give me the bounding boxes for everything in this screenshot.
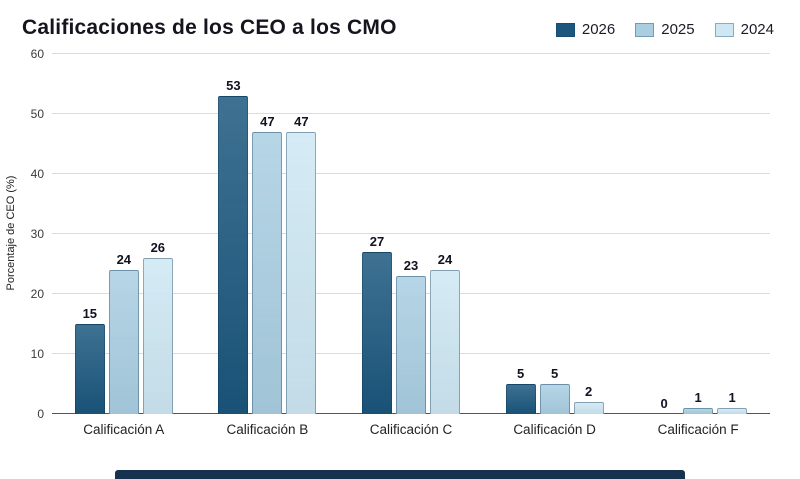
bar-wrap: 0 — [649, 396, 679, 414]
bar-2026 — [218, 96, 249, 414]
value-label: 15 — [82, 306, 98, 321]
bar-wrap: 23 — [395, 258, 426, 414]
legend-label: 2025 — [661, 21, 695, 38]
bar-2025 — [539, 384, 570, 414]
bar-wrap: 1 — [683, 390, 714, 414]
legend-item-2024: 2024 — [714, 21, 774, 38]
bar-2025 — [395, 276, 426, 414]
bar-wrap: 47 — [286, 114, 317, 414]
bar-wrap: 27 — [361, 234, 392, 414]
x-tick-label: Calificación D — [513, 422, 596, 437]
bar-wrap: 2 — [573, 384, 604, 414]
y-tick-label: 10 — [30, 347, 44, 361]
bar-2024 — [573, 402, 604, 414]
bar-wrap: 15 — [74, 306, 105, 414]
y-tick-label: 60 — [30, 47, 44, 61]
bars: 0 1 1 — [649, 54, 748, 414]
chart-title: Calificaciones de los CEO a los CMO — [22, 16, 397, 39]
gridline — [52, 173, 770, 174]
bar-2026 — [505, 384, 536, 414]
value-label: 47 — [260, 114, 275, 129]
bars: 27 23 24 — [361, 54, 460, 414]
legend: 2026 2025 2024 — [555, 21, 774, 38]
value-label: 27 — [369, 234, 385, 249]
y-tick-label: 40 — [30, 167, 44, 181]
bar-groups: 15 24 26 Calificación A 53 47 47 Calificación B… — [52, 54, 770, 437]
bars: 15 24 26 — [74, 54, 173, 414]
legend-item-2025: 2025 — [635, 21, 695, 38]
y-tick-label: 0 — [37, 407, 44, 421]
bar-wrap: 1 — [717, 390, 748, 414]
bar-2024 — [142, 258, 173, 414]
bar-wrap: 47 — [252, 114, 283, 414]
bar-2025 — [252, 132, 283, 414]
value-label: 2 — [584, 384, 593, 399]
bar-2025 — [683, 408, 714, 414]
y-tick-label: 20 — [30, 287, 44, 301]
bar-wrap: 24 — [108, 252, 139, 414]
gridline — [52, 233, 770, 234]
bar-2026 — [361, 252, 392, 414]
gridline — [52, 53, 770, 54]
bar-2024 — [717, 408, 748, 414]
legend-label: 2026 — [581, 21, 616, 38]
legend-label: 2024 — [740, 21, 774, 38]
value-label: 23 — [403, 258, 419, 273]
x-tick-label: Calificación C — [369, 422, 453, 437]
value-label: 1 — [728, 390, 736, 405]
value-label: 26 — [150, 240, 166, 255]
legend-swatch — [714, 22, 734, 37]
bar-wrap: 5 — [505, 366, 536, 414]
bar-2026 — [74, 324, 105, 414]
bar-wrap: 53 — [218, 78, 249, 414]
y-tick-label: 30 — [30, 227, 44, 241]
bar-group: 15 24 26 Calificación A — [52, 54, 196, 437]
value-label: 47 — [294, 114, 309, 129]
value-label: 0 — [660, 396, 668, 411]
chart-area: Porcentaje de CEO (%) 0 10 20 30 40 50 60 15 24… — [0, 47, 800, 454]
x-tick-label: Calificación B — [226, 422, 309, 437]
bar-2024 — [429, 270, 460, 414]
plot-area: 0 10 20 30 40 50 60 15 24 26 Calificación A 53 47 47… — [31, 47, 770, 437]
bar-group: 27 23 24 Calificación C — [339, 54, 483, 437]
bottom-strip — [115, 470, 685, 479]
bars: 5 5 2 — [505, 54, 604, 414]
bar-2024 — [286, 132, 317, 414]
value-label: 1 — [694, 390, 702, 405]
bar-group: 0 1 1 Calificación F — [626, 54, 770, 437]
gridline — [52, 113, 770, 114]
value-label: 5 — [550, 366, 559, 381]
bar-group: 53 47 47 Calificación B — [196, 54, 340, 437]
bars: 53 47 47 — [218, 54, 317, 414]
legend-swatch — [555, 22, 575, 37]
legend-item-2026: 2026 — [555, 21, 616, 38]
legend-swatch — [635, 22, 655, 37]
bar-2025 — [108, 270, 139, 414]
value-label: 5 — [516, 366, 525, 381]
bar-group: 5 5 2 Calificación D — [483, 54, 627, 437]
value-label: 24 — [437, 252, 453, 267]
value-label: 53 — [226, 78, 241, 93]
bar-wrap: 5 — [539, 366, 570, 414]
value-label: 24 — [116, 252, 132, 267]
bar-wrap: 24 — [429, 252, 460, 414]
x-tick-label: Calificación A — [83, 422, 165, 437]
chart-header: Calificaciones de los CEO a los CMO 2026… — [0, 0, 800, 40]
bar-wrap: 26 — [142, 240, 173, 414]
x-tick-label: Calificación F — [657, 422, 739, 437]
y-tick-label: 50 — [30, 107, 44, 121]
